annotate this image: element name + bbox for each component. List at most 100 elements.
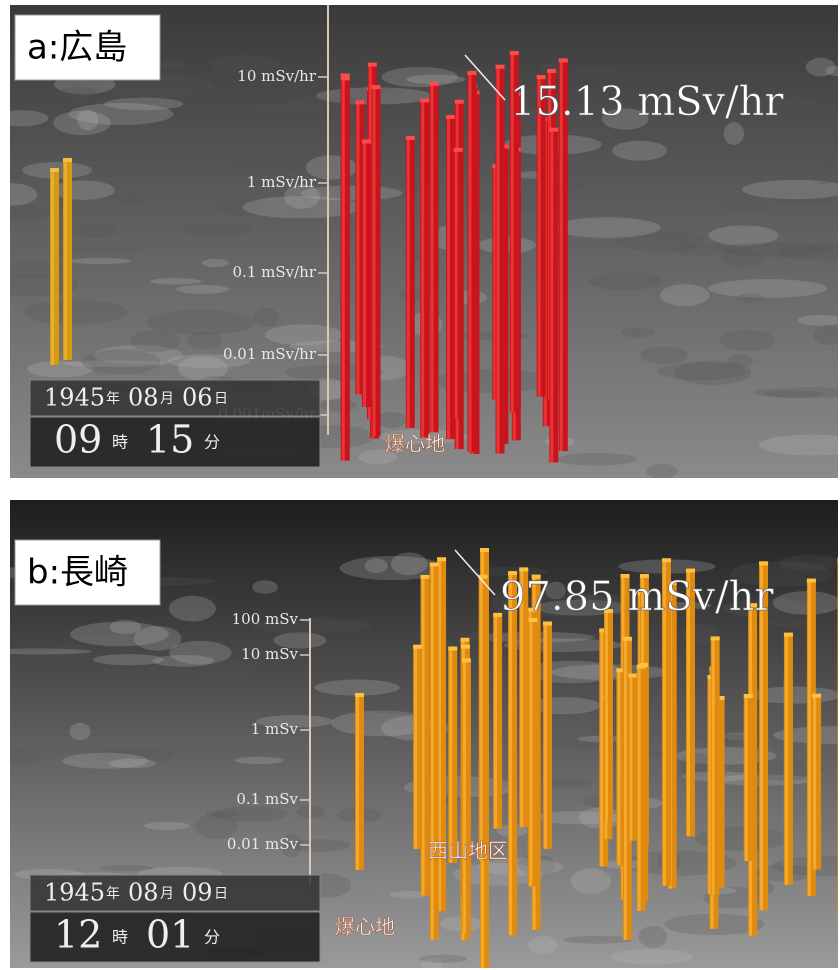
terrain [381,67,457,87]
bar-highlight [550,130,553,463]
terrain [253,308,279,327]
bar-top [623,637,632,641]
terrain [773,591,838,615]
page: 10 mSv/hr1 mSv/hr0.1 mSv/hr0.01 mSv/hr0.… [0,0,840,970]
terrain [110,620,142,634]
date-part: 年 [106,886,120,902]
bar-highlight [530,620,533,883]
bar-top [63,158,72,162]
bar-highlight [538,77,541,397]
bar-top [628,673,637,677]
terrain [557,453,638,466]
terrain [639,926,667,948]
terrain [612,141,667,161]
bar-top [543,621,552,625]
terrain [779,555,838,572]
bar-top [421,575,430,579]
bar-top [812,694,821,698]
terrain [150,278,201,284]
date-part: 08 [128,384,159,412]
bar-highlight [480,577,483,861]
axis-label: 0.1 mSv/hr [233,263,317,281]
panel-b: 100 mSv10 mSv1 mSv0.1 mSv0.01 mSv97.85 m… [10,500,838,968]
terrain [722,242,828,257]
terrain [70,258,131,264]
terrain [553,217,660,238]
axis-label: 10 mSv [241,645,298,663]
bar-top [686,569,695,573]
time-part: 時 [112,433,128,452]
panel-label: a:広島 [27,28,127,68]
time-part: 時 [112,928,128,947]
bar-top [461,645,470,649]
bar-highlight [455,150,458,419]
bar-highlight [544,623,547,848]
bar-top [406,136,415,140]
terrain [82,349,161,374]
terrain [202,259,229,267]
bar-top [496,65,505,69]
bar-highlight [605,611,608,822]
bar-highlight [785,635,788,885]
terrain [528,936,557,955]
bar-top [355,100,364,104]
axis-label: 100 mSv [232,610,299,628]
terrain [640,346,688,364]
terrain [176,285,229,294]
terrain [69,723,90,741]
bar-top [519,567,528,571]
bar-top [50,168,59,172]
terrain [611,949,693,965]
bar-top [549,128,558,132]
date-part: 日 [214,391,228,407]
bar-top [759,561,768,565]
time-part: 01 [146,913,194,957]
bar-top [355,693,364,697]
terrain [59,87,98,99]
bar-top [784,633,793,637]
time-part: 15 [146,418,194,462]
bar-top [437,557,446,561]
terrain [806,58,836,77]
terrain [144,822,190,830]
terrain [573,66,618,74]
bar-top [462,658,471,662]
bar-top [547,69,556,73]
place-label: 爆心地 [385,432,445,456]
terrain [365,558,388,573]
bar-top [807,579,816,583]
bar-highlight [468,73,471,452]
bar-highlight [356,102,359,394]
bar-highlight [449,648,452,862]
bar-top [362,139,371,143]
bar-top [455,100,464,104]
terrain [182,224,253,237]
bar-highlight [600,630,603,866]
bar-highlight [414,647,417,849]
axis-label: 10 mSv/hr [237,67,317,85]
axis-label: 0.01 mSv/hr [223,345,317,363]
time-part: 12 [54,913,102,957]
bar-highlight [808,581,811,896]
date-part: 月 [160,886,174,902]
terrain [660,284,710,306]
bar-highlight [431,84,434,432]
terrain [247,103,336,113]
terrain [234,757,283,764]
terrain [130,330,180,352]
terrain [548,777,591,788]
bar-highlight [356,695,359,870]
peak-label: 97.85 mSv/hr [500,574,774,620]
terrain [657,362,746,380]
terrain [76,224,118,238]
terrain [23,300,127,325]
terrain [708,279,827,298]
date-part: 年 [106,391,120,407]
bar-highlight [447,117,450,439]
bar-highlight [407,138,410,428]
place-label: 爆心地 [335,915,395,939]
terrain [622,327,656,337]
bar-highlight [617,670,620,865]
bar-top [372,85,381,89]
terrain [564,936,632,944]
